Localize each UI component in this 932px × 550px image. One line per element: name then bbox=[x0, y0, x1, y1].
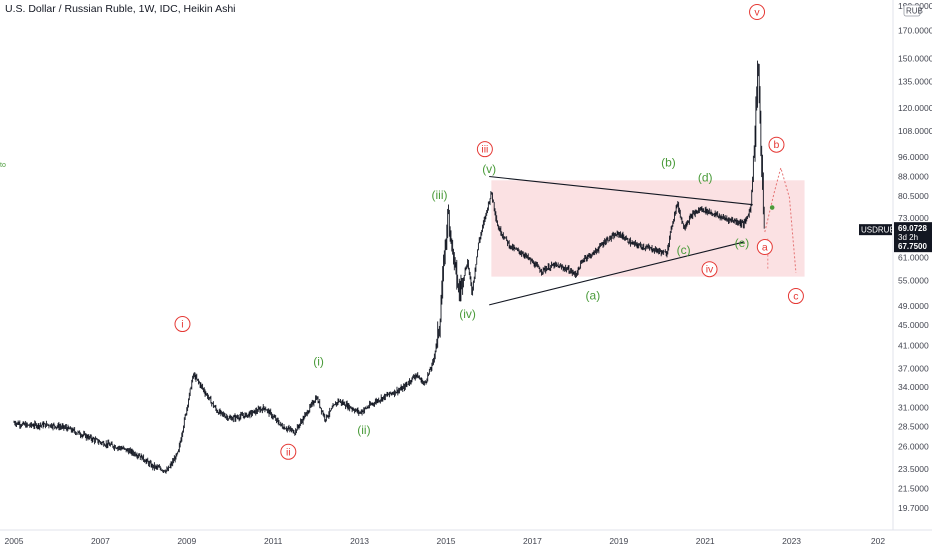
last-price-tag bbox=[894, 222, 932, 253]
x-tick-label: 2007 bbox=[91, 536, 110, 546]
countdown-label: 3d 2h bbox=[898, 233, 918, 242]
wave-label-green: (b) bbox=[661, 156, 676, 170]
wave-label-green: (v) bbox=[482, 162, 496, 176]
y-tick-label: 26.0000 bbox=[898, 442, 929, 452]
y-tick-label: 45.0000 bbox=[898, 320, 929, 330]
wave-label-green: (a) bbox=[586, 289, 601, 303]
chart-title: U.S. Dollar / Russian Ruble, 1W, IDC, He… bbox=[5, 3, 236, 15]
wave-label-circle bbox=[174, 316, 191, 333]
lower-trend-line bbox=[489, 241, 745, 306]
wave-label-circle bbox=[280, 443, 297, 460]
x-tick-label: 2015 bbox=[437, 536, 456, 546]
price-axis[interactable]: 190.0000170.0000150.0000135.0000120.0000… bbox=[898, 1, 932, 513]
y-tick-label: 80.5000 bbox=[898, 191, 929, 201]
time-axis[interactable]: 2005 2007 2009 2011 2013 2015 2017 2019 2021 2023… bbox=[0, 529, 932, 546]
wave-label-green: (c) bbox=[677, 243, 691, 257]
y-tick-label: 61.0000 bbox=[898, 253, 929, 263]
wave-label-red: iii bbox=[481, 144, 488, 156]
wave-label-red: c bbox=[793, 291, 798, 303]
projection-dot bbox=[769, 205, 775, 210]
symbol-tag bbox=[859, 224, 892, 236]
x-tick-label: 2019 bbox=[609, 536, 628, 546]
currency-label: RUB bbox=[906, 7, 923, 16]
wave-label-green: (i) bbox=[313, 354, 324, 368]
x-tick-label: 202 bbox=[871, 536, 885, 546]
x-tick-label: 2017 bbox=[523, 536, 542, 546]
x-tick-label: 2013 bbox=[350, 536, 369, 546]
x-tick-label: 2005 bbox=[5, 536, 24, 546]
y-tick-label: 73.0000 bbox=[898, 213, 929, 223]
wave-label-circle bbox=[787, 288, 804, 305]
price-series bbox=[13, 60, 765, 474]
x-tick-label: 2021 bbox=[696, 536, 715, 546]
wave-label-green: (d) bbox=[698, 171, 713, 185]
wave-label-red: b bbox=[774, 139, 780, 151]
y-tick-label: 28.5000 bbox=[898, 421, 929, 431]
y-tick-label: 96.0000 bbox=[898, 152, 929, 162]
y-tick-label: 41.0000 bbox=[898, 341, 929, 351]
wave-labels: (iii)(iv)(v)(i)(ii)(a)(b)(c)(d)(e)iiiiii… bbox=[174, 4, 804, 460]
wave-label-red: a bbox=[762, 242, 768, 254]
last-price-label: 69.0728 bbox=[898, 224, 927, 233]
y-tick-label: 31.0000 bbox=[898, 403, 929, 413]
y-tick-label: 170.0000 bbox=[898, 26, 932, 36]
y-tick-label: 21.5000 bbox=[898, 484, 929, 494]
y-tick-label: 34.0000 bbox=[898, 382, 929, 392]
left-edge-tag: to bbox=[0, 162, 6, 169]
wave-label-circle bbox=[768, 136, 785, 153]
y-tick-label: 150.0000 bbox=[898, 53, 932, 63]
y-tick-label: 55.0000 bbox=[898, 276, 929, 286]
low-price-label: 67.7500 bbox=[898, 242, 927, 251]
y-tick-label: 19.7000 bbox=[898, 503, 929, 513]
wave-label-circle bbox=[701, 261, 718, 278]
wave-label-green: (e) bbox=[735, 236, 750, 250]
wave-label-green: (iv) bbox=[459, 307, 476, 321]
wave-label-red: ii bbox=[286, 446, 291, 458]
wave-label-red: v bbox=[754, 7, 760, 19]
y-tick-label: 120.0000 bbox=[898, 103, 932, 113]
wave-label-circle bbox=[749, 4, 766, 21]
x-tick-label: 2009 bbox=[177, 536, 196, 546]
wave-label-green: (ii) bbox=[357, 423, 370, 437]
y-tick-label: 135.0000 bbox=[898, 77, 932, 87]
wave-label-circle bbox=[476, 141, 493, 158]
y-tick-label: 37.0000 bbox=[898, 363, 929, 373]
x-tick-label: 2011 bbox=[264, 536, 283, 546]
y-tick-label: 108.0000 bbox=[898, 126, 932, 136]
triangle-box bbox=[491, 180, 805, 277]
y-tick-label: 88.0000 bbox=[898, 172, 929, 182]
wave-label-red: iv bbox=[706, 264, 714, 276]
x-tick-label: 2023 bbox=[782, 536, 801, 546]
upper-trend-line bbox=[489, 175, 753, 206]
wave-label-green: (iii) bbox=[432, 188, 448, 202]
symbol-label: USDRUB bbox=[861, 226, 895, 235]
currency-badge bbox=[903, 4, 921, 17]
wave-label-circle bbox=[756, 239, 773, 256]
y-tick-label: 49.0000 bbox=[898, 301, 929, 311]
wave-label-red: i bbox=[181, 319, 183, 331]
y-tick-label: 23.5000 bbox=[898, 464, 929, 474]
